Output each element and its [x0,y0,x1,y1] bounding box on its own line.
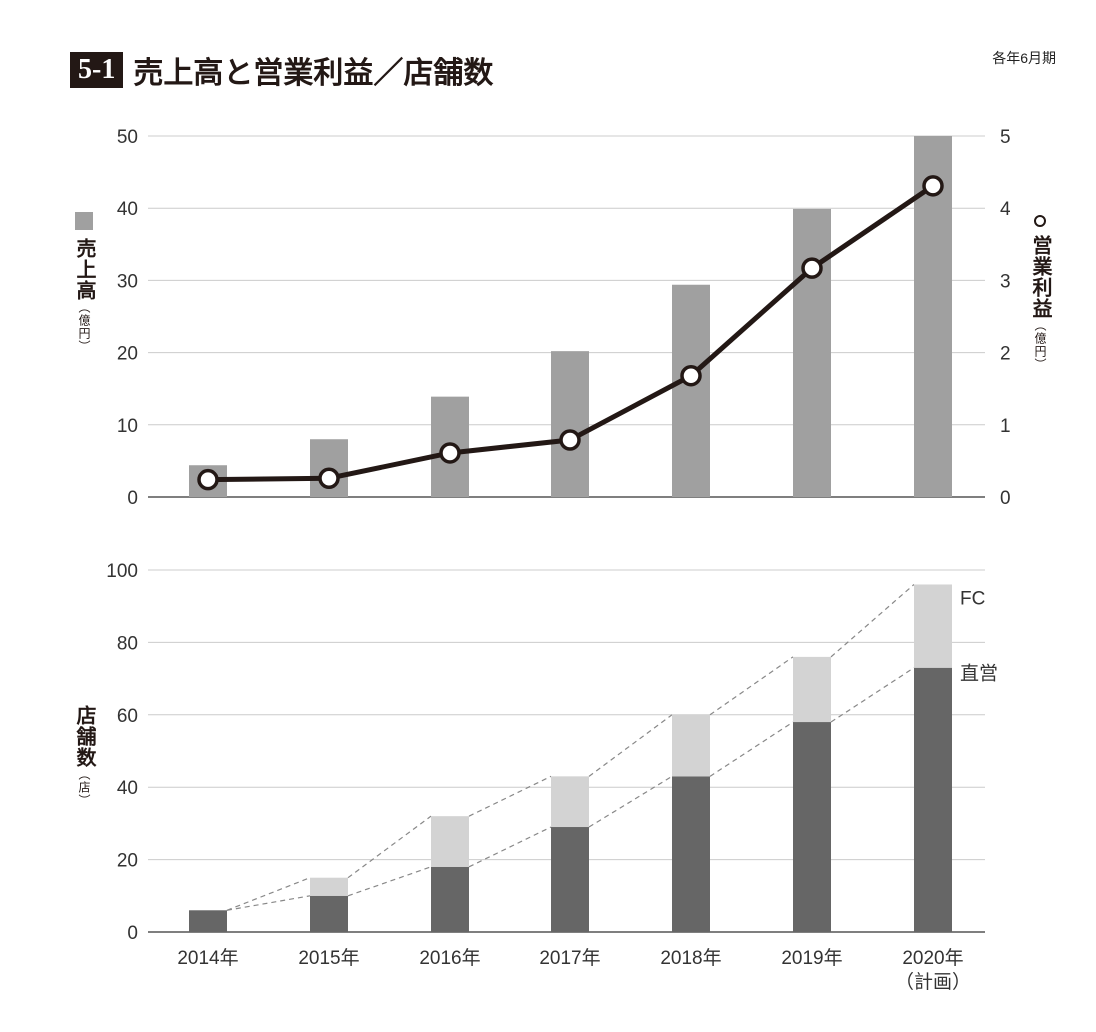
store-tick-label: 80 [117,633,138,654]
right-tick-label: 1 [1000,416,1011,437]
direct-trend-dash [709,721,794,777]
right-axis-title: 営業利益 [1029,235,1051,319]
direct-store-bar [914,667,952,932]
direct-store-bar [310,895,348,932]
direct-trend-dash [468,826,552,868]
x-tick-label: 2017年 [539,947,600,969]
profit-point [559,429,581,451]
right-tick-label: 5 [1000,127,1011,148]
sales-bar [793,208,831,497]
store-tick-label: 40 [117,778,138,799]
right-tick-label: 0 [1000,488,1011,509]
right-tick-label: 4 [1000,199,1011,220]
fiscal-note: 各年6月期 [992,50,1056,66]
direct-trend-dash [347,866,432,897]
x-tick-label: 2015年 [298,947,359,969]
direct-store-bar [431,866,469,932]
total-trend-dash [830,584,915,658]
left-tick-label: 20 [117,344,138,365]
right-tick-label: 2 [1000,344,1011,365]
direct-store-bar [189,910,227,932]
x-tick-label: 2020年 [902,947,963,969]
x-tick-note: （計画） [895,971,971,993]
fc-store-bar [551,776,589,828]
profit-point [318,467,340,489]
right-tick-label: 3 [1000,271,1011,292]
sales-bar [672,284,710,497]
total-trend-dash [347,815,432,879]
left-tick-label: 50 [117,127,138,148]
legend-marker-profit [1034,215,1046,227]
direct-store-bar [793,722,831,932]
left-tick-label: 30 [117,271,138,292]
legend-fc: FC [960,588,985,609]
x-tick-label: 2016年 [419,947,480,969]
direct-store-bar [551,827,589,932]
direct-store-bar [672,776,710,932]
left-tick-label: 40 [117,199,138,220]
direct-trend-dash [226,895,311,911]
total-trend-dash [709,656,794,716]
fc-store-bar [914,584,952,668]
total-trend-dash [468,775,552,817]
profit-point [801,257,823,279]
fc-store-bar [431,816,469,867]
x-tick-label: 2014年 [177,947,238,969]
chart-heading: 5-1 売上高と営業利益／店舗数 [70,48,493,92]
profit-point [197,468,219,491]
total-trend-dash [226,877,311,911]
store-tick-label: 60 [117,706,138,727]
chart-title: 売上高と営業利益／店舗数 [133,57,494,90]
sales-bar [551,351,589,497]
profit-point [922,175,944,197]
figure-number-badge: 5-1 [70,52,124,88]
direct-trend-dash [830,667,915,723]
store-axis-label: 店舗数（店） [70,705,99,807]
x-tick-label: 2019年 [781,947,842,969]
fc-store-bar [672,714,710,777]
right-axis-label: 営業利益（億円） [1026,215,1055,371]
profit-point [439,442,461,464]
right-axis-unit: （億円） [1033,319,1047,371]
left-axis-unit: （億円） [77,301,91,353]
left-axis-title: 売上高 [73,238,95,301]
left-axis-label: 売上高（億円） [70,212,99,353]
left-tick-label: 10 [117,416,138,437]
store-tick-label: 100 [106,561,138,582]
left-tick-label: 0 [127,488,138,509]
fc-store-bar [310,877,348,896]
total-trend-dash [588,714,673,777]
store-tick-label: 0 [127,923,138,944]
legend-direct: 直営 [960,663,998,685]
direct-trend-dash [588,775,673,828]
store-tick-label: 20 [117,851,138,872]
x-tick-label: 2018年 [660,947,721,969]
store-axis-title: 店舗数 [73,705,95,768]
profit-point [680,364,702,387]
fc-store-bar [793,656,831,723]
store-axis-unit: （店） [77,768,91,807]
legend-swatch-sales [75,212,93,230]
